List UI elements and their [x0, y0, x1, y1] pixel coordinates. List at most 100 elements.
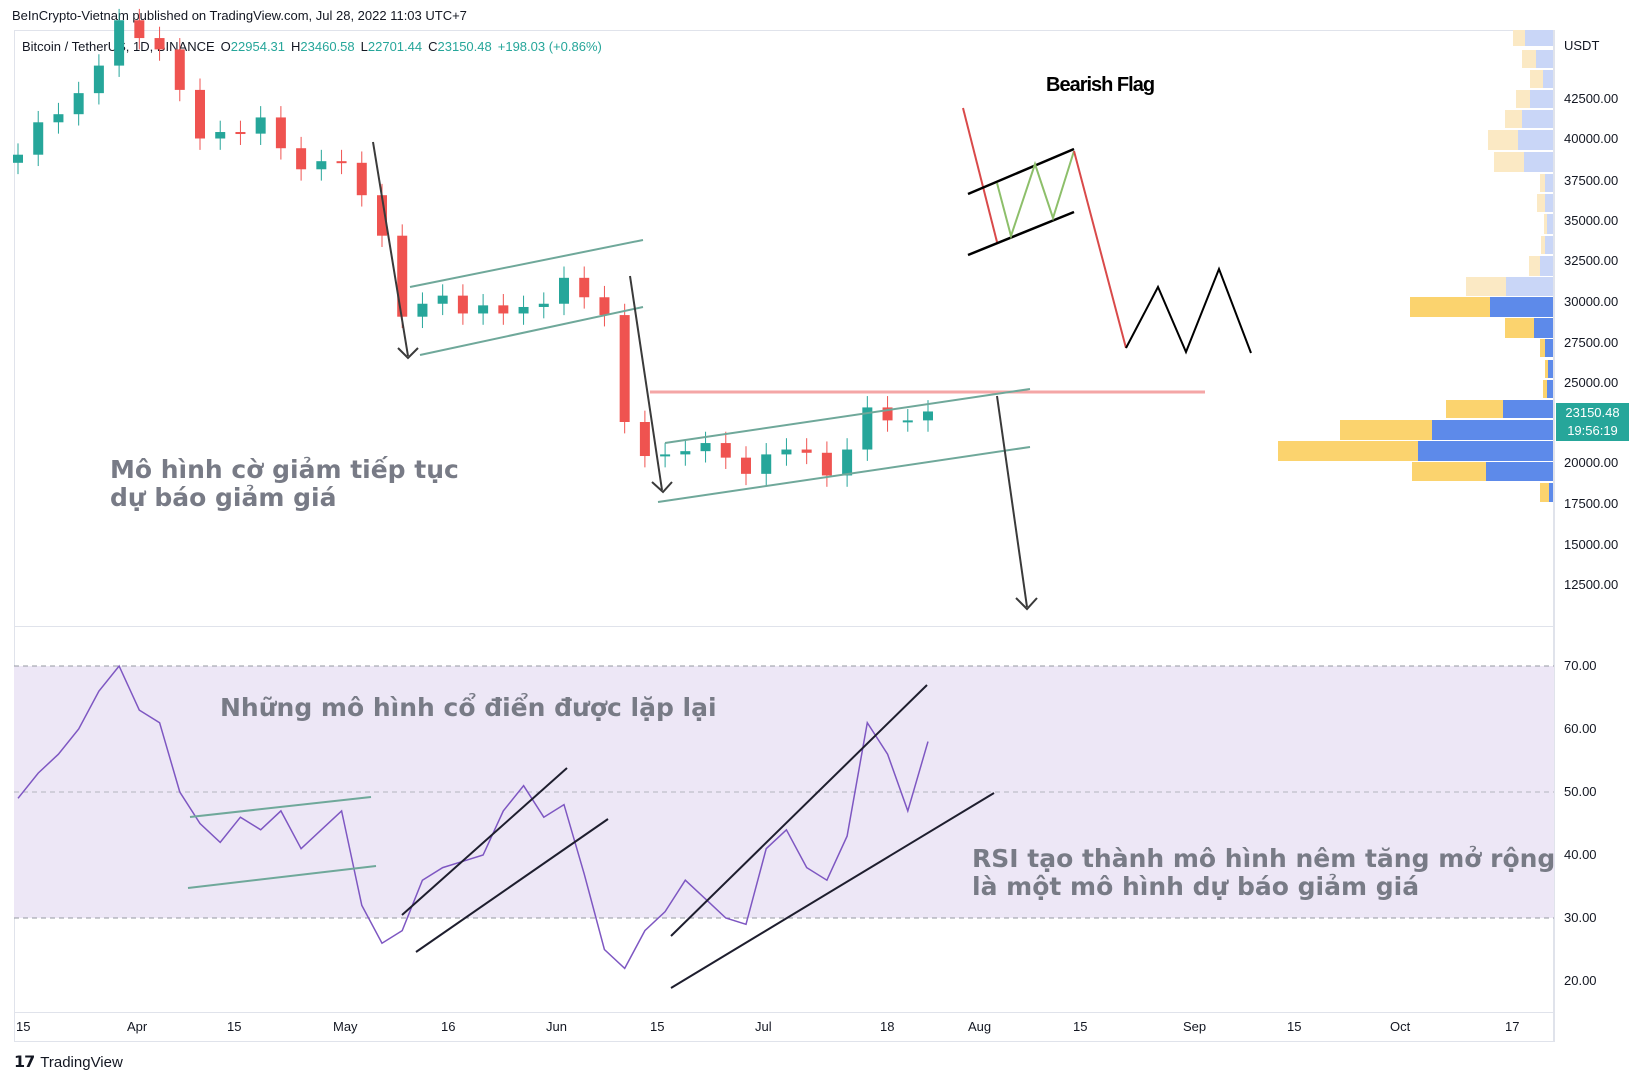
volume-profile — [1278, 30, 1553, 502]
candle — [518, 306, 529, 314]
rsi-line — [17, 664, 929, 970]
candle — [923, 411, 933, 421]
candle — [842, 449, 853, 476]
low-label: L — [360, 39, 368, 54]
time-tick: Oct — [1390, 1019, 1411, 1034]
rsi-trendlines[interactable] — [187, 684, 995, 989]
candle — [356, 162, 367, 196]
time-tick: 18 — [880, 1019, 894, 1034]
candle — [801, 449, 812, 453]
open-value: 22954.31 — [230, 39, 286, 54]
candle — [478, 305, 489, 314]
annotation-classic-patterns: Những mô hình cổ điển được lặp lại — [220, 693, 717, 722]
price-tick: 27500.00 — [1564, 335, 1618, 350]
time-tick: 16 — [441, 1019, 455, 1034]
tradingview-footer[interactable]: 𝟭𝟳 TradingView — [14, 1052, 123, 1072]
annotation-rsi-wedge: RSI tạo thành mô hình nêm tăng mở rộng l… — [972, 845, 1555, 901]
price-tick: 20000.00 — [1564, 455, 1618, 470]
candle — [417, 303, 428, 317]
candle — [13, 154, 23, 163]
rsi-tick: 40.00 — [1564, 847, 1597, 862]
candle — [174, 49, 185, 90]
change-value: +198.03 (+0.86%) — [497, 39, 602, 54]
bar-countdown: 19:56:19 — [1567, 423, 1618, 438]
rsi-series — [17, 664, 929, 970]
current-price-tag: 23150.48 19:56:19 — [1556, 403, 1629, 441]
candle — [720, 443, 731, 458]
rsi-tick: 20.00 — [1564, 973, 1597, 988]
time-tick: 15 — [1073, 1019, 1087, 1034]
time-tick: Apr — [127, 1019, 148, 1034]
time-tick: Jul — [755, 1019, 772, 1034]
candle — [781, 449, 792, 455]
candle — [680, 451, 691, 455]
candle — [862, 407, 873, 450]
channel2-bottom — [657, 446, 1031, 503]
channel2-top — [664, 388, 1031, 444]
time-tick: Aug — [968, 1019, 991, 1034]
candle — [73, 93, 84, 115]
time-tick: 15 — [650, 1019, 664, 1034]
candle — [134, 20, 145, 39]
bearish-flag-sketch[interactable] — [962, 107, 1252, 355]
time-tick: 15 — [16, 1019, 30, 1034]
candle — [579, 277, 590, 298]
publisher-header: BeInCrypto-Vietnam published on TradingV… — [12, 8, 467, 23]
candle — [437, 295, 448, 304]
candle — [498, 305, 509, 314]
drop-arrows[interactable] — [372, 141, 1038, 611]
brand-name: TradingView — [40, 1053, 123, 1071]
price-tick: 32500.00 — [1564, 253, 1618, 268]
price-tick: 37500.00 — [1564, 173, 1618, 188]
annotation-line: là một mô hình dự báo giảm giá — [972, 872, 1420, 901]
candle — [33, 122, 44, 155]
annotation-line: RSI tạo thành mô hình nêm tăng mở rộng — [972, 844, 1556, 873]
candle — [761, 454, 772, 474]
candle — [316, 161, 327, 170]
rsi-tick: 70.00 — [1564, 658, 1597, 673]
candle — [377, 195, 387, 236]
price-tick: 12500.00 — [1564, 577, 1618, 592]
rsi-tick: 50.00 — [1564, 784, 1597, 799]
time-tick: May — [333, 1019, 358, 1034]
time-axis-border — [14, 1012, 1554, 1013]
rsi-tick: 60.00 — [1564, 721, 1597, 736]
candle — [114, 20, 125, 66]
price-axis-labels: 42500.00 40000.00 37500.00 35000.00 3250… — [1564, 91, 1618, 592]
rsi-axis-labels: 70.00 60.00 50.00 40.00 30.00 20.00 — [1564, 658, 1597, 988]
candle — [296, 148, 307, 170]
price-tick: 15000.00 — [1564, 537, 1618, 552]
pane-divider[interactable] — [14, 626, 1554, 627]
candle — [902, 420, 913, 423]
candle — [538, 303, 549, 307]
candle — [275, 117, 286, 149]
price-unit: USDT — [1564, 38, 1600, 53]
price-tick: 17500.00 — [1564, 496, 1618, 511]
chart-frame — [14, 30, 1554, 1042]
price-tick: 30000.00 — [1564, 294, 1618, 309]
candle — [53, 114, 64, 123]
candle — [599, 297, 610, 316]
close-label: C — [428, 39, 438, 54]
symbol-legend: Bitcoin / TetherUS, 1D, BINANCE O22954.3… — [22, 39, 602, 54]
tradingview-logo-icon: 𝟭𝟳 — [14, 1054, 35, 1071]
candle — [660, 454, 671, 457]
price-channels[interactable] — [409, 239, 1031, 503]
candle — [195, 89, 205, 139]
candle — [741, 457, 751, 474]
price-tick: 35000.00 — [1564, 213, 1618, 228]
time-tick: 15 — [227, 1019, 241, 1034]
current-price: 23150.48 — [1565, 405, 1620, 420]
candle-series — [13, 8, 933, 487]
time-tick: 15 — [1287, 1019, 1301, 1034]
candle — [700, 443, 711, 452]
high-label: H — [291, 39, 301, 54]
price-tick: 25000.00 — [1564, 375, 1618, 390]
channel1-bottom — [419, 306, 644, 356]
candle — [457, 295, 468, 314]
candle — [882, 407, 893, 421]
price-tick: 42500.00 — [1564, 91, 1618, 106]
candle — [639, 422, 650, 457]
arrow3 — [996, 395, 1028, 608]
